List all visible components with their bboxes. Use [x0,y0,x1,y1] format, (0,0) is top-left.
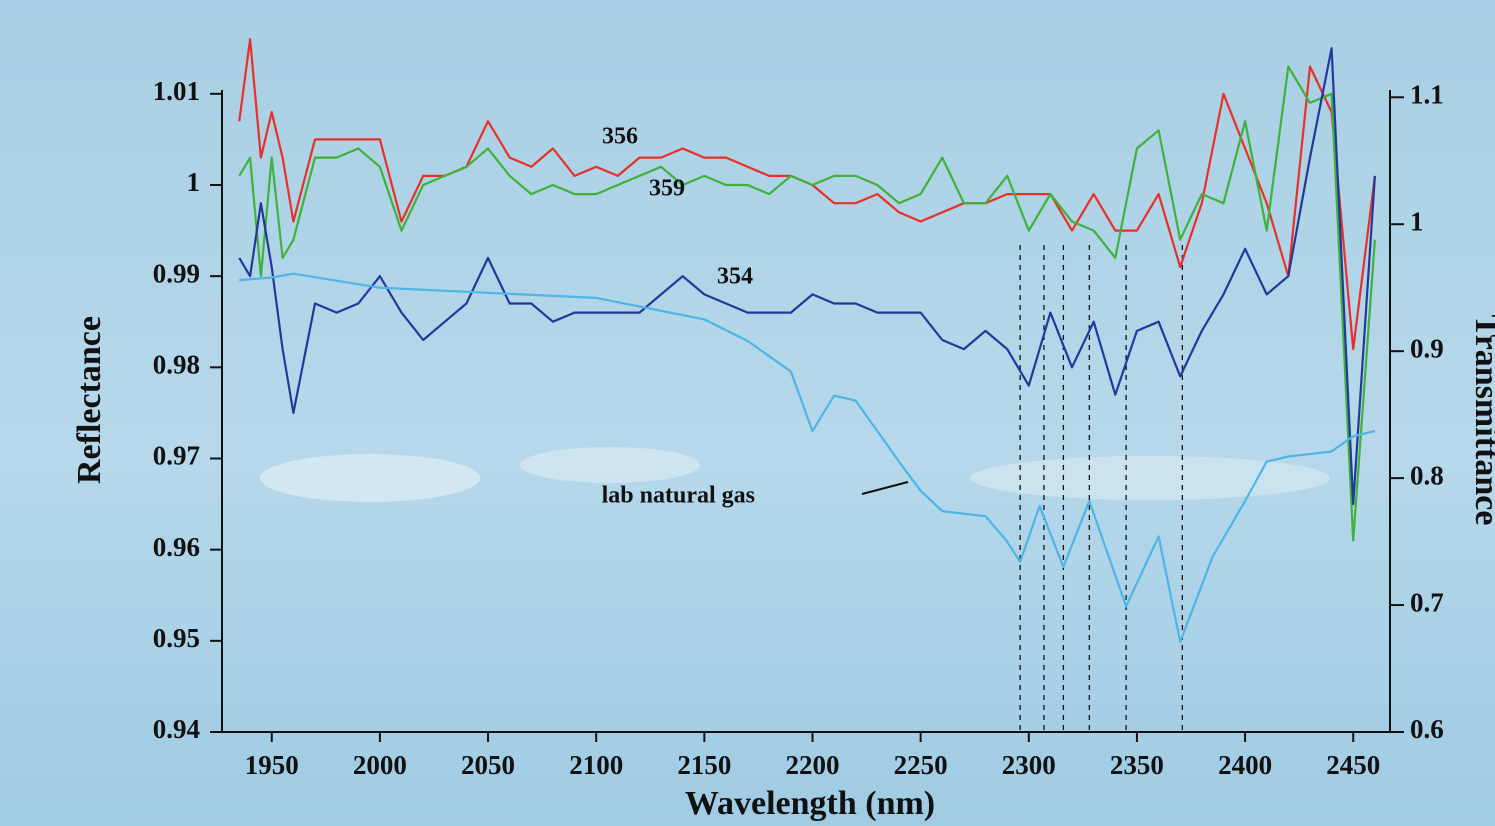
background-glare [970,456,1330,500]
x-tick-label: 2300 [1002,750,1056,780]
y2-axis-title: Transmittance [1468,315,1495,526]
y-tick-label: 0.98 [153,350,200,380]
chart: Reflectance Transmittance Wavelength (nm… [0,0,1495,826]
series-label: 354 [717,264,753,290]
x-tick-label: 2400 [1218,750,1272,780]
background [0,0,1495,826]
y2-tick-label: 1.1 [1410,79,1444,109]
x-tick-label: 2000 [353,750,407,780]
x-tick-label: 2150 [677,750,731,780]
x-tick-label: 1950 [245,750,299,780]
x-tick-label: 2100 [569,750,623,780]
y-tick-label: 0.97 [153,441,200,471]
x-tick-label: 2050 [461,750,515,780]
y2-tick-label: 0.8 [1410,460,1444,490]
series-label: 359 [649,176,685,202]
y2-tick-label: 1 [1410,206,1424,236]
x-tick-label: 2200 [785,750,839,780]
y2-tick-label: 0.6 [1410,714,1444,744]
y-tick-label: 0.94 [153,714,200,744]
y-tick-label: 1.01 [153,76,200,106]
y-tick-label: 1 [187,167,201,197]
x-tick-label: 2350 [1110,750,1164,780]
x-tick-label: 2450 [1326,750,1380,780]
y-tick-label: 0.99 [153,258,200,288]
background-glare [260,454,480,502]
series-label: lab natural gas [602,483,755,509]
x-axis-title: Wavelength (nm) [685,785,935,822]
y-axis-title: Reflectance [71,316,108,484]
y-tick-label: 0.96 [153,532,200,562]
x-tick-label: 2250 [894,750,948,780]
y-tick-label: 0.95 [153,623,200,653]
series-label: 356 [602,124,638,150]
y2-tick-label: 0.7 [1410,587,1444,617]
y2-tick-label: 0.9 [1410,333,1444,363]
background-glare [520,447,700,483]
